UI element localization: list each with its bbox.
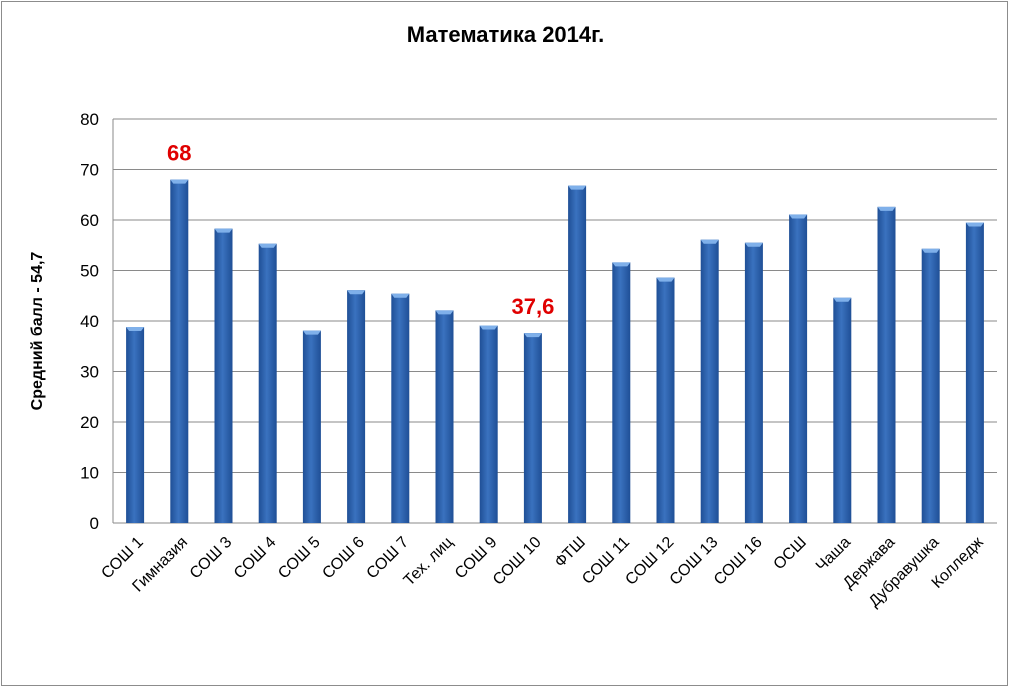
bar [921, 248, 940, 523]
bar-top [170, 179, 189, 184]
bar-top [258, 243, 277, 248]
x-tick-label: Чаша [813, 534, 854, 575]
bar-top [523, 333, 542, 338]
y-tick-label: 30 [80, 363, 99, 382]
data-label: 37,6 [511, 294, 554, 319]
y-tick-label: 40 [80, 312, 99, 331]
bar-top [965, 222, 984, 227]
bar-top [479, 325, 498, 330]
bar [744, 242, 763, 523]
x-tick-label: СОШ 3 [187, 534, 236, 583]
data-label: 68 [167, 141, 191, 166]
y-tick-label: 50 [80, 262, 99, 281]
x-tick-label: СОШ 5 [275, 534, 324, 583]
x-tick-label: ОСШ [771, 534, 810, 573]
bar-top [126, 327, 145, 332]
bar [391, 293, 410, 523]
y-tick-label: 70 [80, 161, 99, 180]
bar-top [744, 242, 763, 247]
bar-top [833, 297, 852, 302]
bar-top [877, 206, 896, 211]
bar [833, 297, 852, 523]
bar-top [391, 293, 410, 298]
bars [126, 179, 984, 524]
bar [789, 214, 808, 523]
bar-top [921, 248, 940, 253]
bar-top [789, 214, 808, 219]
x-tick-label: СОШ 16 [711, 534, 766, 589]
y-tick-label: 10 [80, 464, 99, 483]
bar [170, 179, 189, 523]
bar [523, 333, 542, 523]
bar [435, 310, 454, 523]
y-tick-label: 20 [80, 413, 99, 432]
bar [877, 206, 896, 523]
bar-top [656, 277, 675, 282]
bar [214, 228, 233, 523]
x-tick-label: ФТШ [552, 534, 589, 571]
bar [258, 243, 277, 524]
bar [700, 239, 719, 523]
bar [347, 290, 366, 523]
bar [126, 327, 145, 523]
x-tick-label: СОШ 6 [319, 534, 368, 583]
bar-top [302, 330, 321, 335]
y-tick-label: 60 [80, 211, 99, 230]
bar-top [214, 228, 233, 233]
bar-top [347, 290, 366, 295]
bar [965, 222, 984, 523]
x-tick-label: СОШ 10 [490, 534, 545, 589]
bar [656, 277, 675, 523]
y-tick-label: 0 [90, 514, 99, 533]
bar-top [568, 185, 587, 190]
bar [612, 262, 631, 523]
bar-top [612, 262, 631, 267]
y-tick-label: 80 [80, 110, 99, 129]
x-tick-label: Тех. лиц [401, 534, 457, 590]
bar [568, 185, 587, 523]
chart-title: Математика 2014г. [406, 22, 605, 47]
bar-top [700, 239, 719, 244]
bar [479, 325, 498, 523]
bar [302, 330, 321, 523]
gridlines [112, 118, 997, 524]
x-tick-label: СОШ 4 [231, 534, 280, 583]
y-axis-title: Средний балл - 54,7 [29, 252, 46, 411]
bar-top [435, 310, 454, 315]
